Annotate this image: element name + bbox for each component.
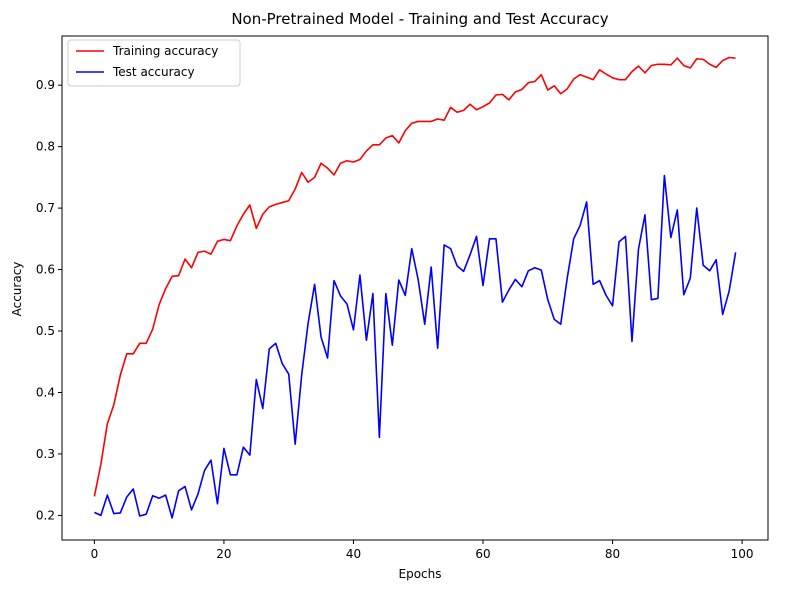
x-tick-label: 20 [216, 547, 231, 561]
plot-frame [61, 35, 769, 541]
chart-title: Non-Pretrained Model - Training and Test… [231, 10, 608, 28]
legend-entry-label: Test accuracy [112, 65, 195, 79]
x-axis-ticks: 0 20 40 60 80 100 [91, 540, 754, 561]
x-tick-label: 100 [731, 547, 754, 561]
y-tick-label: 0.3 [36, 447, 55, 461]
plot-lines [93, 56, 737, 519]
legend-entry-label: Training accuracy [112, 44, 218, 58]
series-line-training-accuracy [93, 56, 736, 497]
y-tick-label: 0.6 [36, 263, 55, 277]
y-tick-label: 0.9 [36, 78, 55, 92]
y-axis-label: Accuracy [10, 262, 24, 317]
legend: Training accuracy Test accuracy [67, 39, 241, 87]
y-tick-label: 0.8 [36, 140, 55, 154]
y-tick-label: 0.5 [36, 324, 55, 338]
legend-box [67, 39, 241, 87]
x-tick-label: 40 [346, 547, 361, 561]
x-tick-label: 60 [475, 547, 490, 561]
series-line-test-accuracy [94, 174, 737, 519]
y-tick-label: 0.7 [36, 201, 55, 215]
y-tick-label: 0.2 [36, 508, 55, 522]
x-axis-label: Epochs [399, 567, 442, 581]
x-tick-label: 0 [91, 547, 99, 561]
y-axis-ticks: 0.2 0.3 0.4 0.5 0.6 0.7 0.8 0.9 [36, 78, 62, 522]
y-tick-label: 0.4 [36, 385, 55, 399]
x-tick-label: 80 [605, 547, 620, 561]
